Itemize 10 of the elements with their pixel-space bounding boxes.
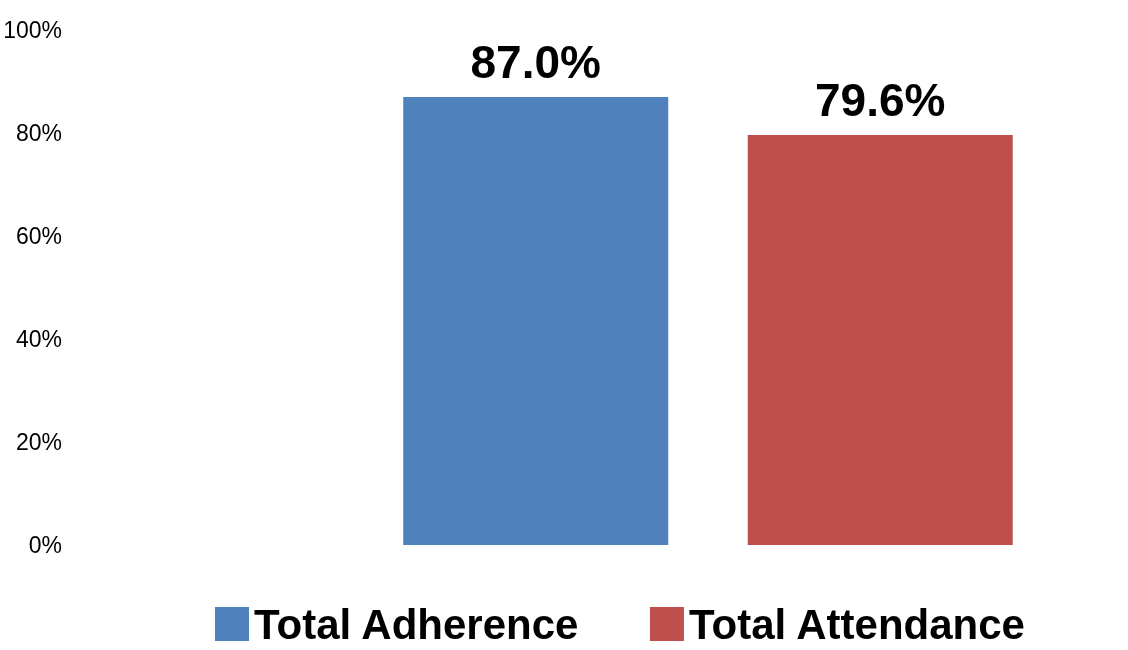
data-label: 87.0% [470,35,601,88]
y-tick-label: 80% [15,120,62,146]
data-label: 79.6% [815,74,946,127]
legend-label: Total Attendance [688,600,1025,648]
legend-label: Total Adherence [254,600,579,648]
y-tick-label: 100% [3,17,62,43]
y-tick-label: 0% [28,532,62,558]
y-tick-label: 20% [15,429,62,455]
y-tick-label: 60% [15,223,62,249]
y-tick-label: 40% [15,326,62,352]
